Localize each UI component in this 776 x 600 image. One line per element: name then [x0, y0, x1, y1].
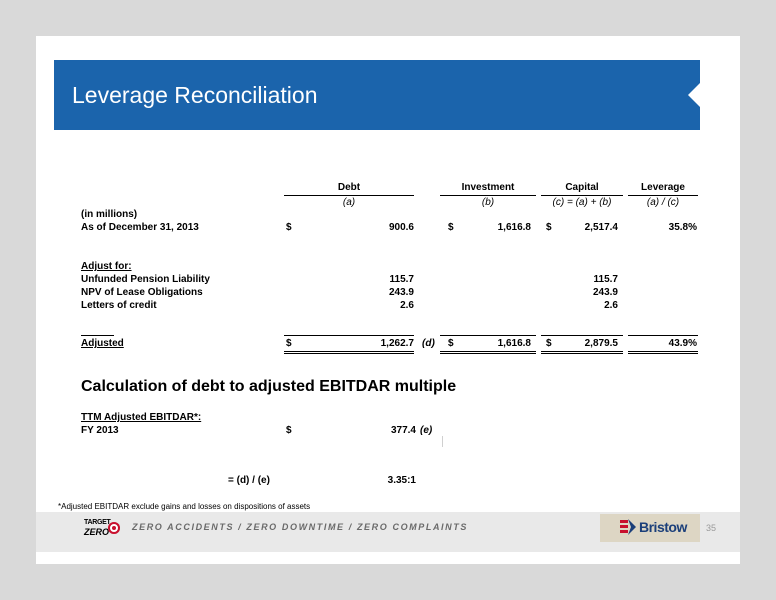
column-separator	[442, 436, 443, 447]
adjust-label-pension: Unfunded Pension Liability	[81, 274, 210, 285]
adjust-capital-lease: 243.9	[592, 287, 618, 298]
col-header-debt: Debt	[337, 182, 361, 193]
header-rule-investment	[440, 195, 536, 196]
adjusted-investment-dollar: $	[448, 338, 454, 349]
as-of-capital-dollar: $	[546, 222, 552, 233]
header-rule-capital	[541, 195, 623, 196]
fy-value: 377.4	[390, 425, 416, 436]
adjusted-capital: 2,879.5	[584, 338, 618, 349]
title-banner	[54, 60, 700, 130]
target-zero-logo: TARGET ZERO	[84, 519, 122, 537]
ratio-value: 3.35:1	[387, 475, 416, 486]
units-label: (in millions)	[81, 209, 138, 220]
adjusted-debt-dollar: $	[286, 338, 292, 349]
fy-label: FY 2013	[81, 425, 119, 436]
adjusted-top-rule-label	[81, 335, 114, 336]
col-sub-investment: (b)	[481, 197, 495, 208]
bristow-logo-icon	[620, 519, 636, 535]
col-sub-capital: (c) = (a) + (b)	[552, 197, 612, 208]
as-of-leverage: 35.8%	[668, 222, 697, 233]
bristow-logo-text: Bristow	[639, 519, 687, 535]
row-label-as-of: As of December 31, 2013	[81, 222, 199, 233]
header-rule-leverage	[628, 195, 698, 196]
as-of-debt-dollar: $	[286, 222, 292, 233]
adjust-capital-pension: 115.7	[593, 274, 618, 285]
slide-title: Leverage Reconciliation	[72, 82, 318, 108]
col-sub-leverage: (a) / (c)	[646, 197, 680, 208]
adjust-label-letters: Letters of credit	[81, 300, 157, 311]
target-zero-logo-zero: ZERO	[84, 527, 110, 537]
adjust-header: Adjust for:	[81, 261, 132, 272]
col-header-leverage: Leverage	[641, 182, 685, 193]
section-title-ebitdar: Calculation of debt to adjusted EBITDAR …	[81, 378, 457, 395]
adjust-capital-letters: 2.6	[604, 300, 618, 311]
col-sub-debt: (a)	[342, 197, 356, 208]
brand-logo-box	[600, 514, 700, 542]
header-rule-debt	[284, 195, 414, 196]
adjust-label-lease: NPV of Lease Obligations	[81, 287, 203, 298]
adjusted-double-rule-capital	[541, 351, 623, 354]
adjusted-top-rule-debt	[284, 335, 414, 336]
row-label-adjusted: Adjusted	[81, 338, 124, 349]
ratio-label: = (d) / (e)	[228, 475, 270, 486]
target-icon	[108, 522, 120, 534]
col-header-investment: Investment	[461, 182, 515, 193]
footer-slogan: ZERO ACCIDENTS / ZERO DOWNTIME / ZERO CO…	[132, 522, 468, 532]
adjusted-investment: 1,616.8	[497, 338, 531, 349]
adjusted-debt-note: (d)	[422, 338, 435, 349]
fy-dollar: $	[286, 425, 292, 436]
adjusted-top-rule-capital	[541, 335, 623, 336]
adjusted-top-rule-investment	[440, 335, 536, 336]
ttm-header: TTM Adjusted EBITDAR*:	[81, 412, 202, 423]
footnote: *Adjusted EBITDAR exclude gains and loss…	[58, 502, 311, 511]
fy-note: (e)	[420, 425, 433, 436]
as-of-debt: 900.6	[388, 222, 414, 233]
adjust-debt-letters: 2.6	[400, 300, 414, 311]
target-zero-logo-target: TARGET	[84, 519, 111, 526]
page-number: 35	[706, 523, 717, 533]
adjusted-double-rule-leverage	[628, 351, 698, 354]
adjusted-debt: 1,262.7	[380, 338, 414, 349]
as-of-investment-dollar: $	[448, 222, 454, 233]
col-header-capital: Capital	[565, 182, 599, 193]
adjusted-top-rule-leverage	[628, 335, 698, 336]
slide: Leverage Reconciliation Debt Investment …	[36, 36, 740, 564]
adjusted-capital-dollar: $	[546, 338, 552, 349]
as-of-investment: 1,616.8	[497, 222, 531, 233]
as-of-capital: 2,517.4	[584, 222, 618, 233]
adjust-debt-lease: 243.9	[388, 287, 414, 298]
adjusted-leverage: 43.9%	[668, 338, 697, 349]
banner-notch	[688, 83, 700, 107]
adjusted-double-rule-debt	[284, 351, 414, 354]
adjusted-double-rule-investment	[440, 351, 536, 354]
adjust-debt-pension: 115.7	[389, 274, 414, 285]
